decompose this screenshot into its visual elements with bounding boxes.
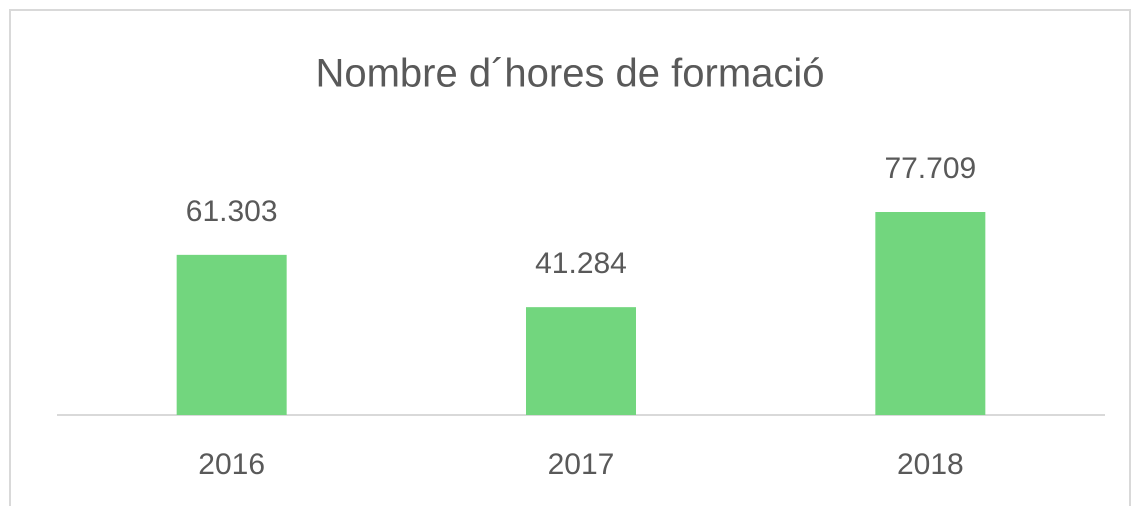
- data-label: 41.284: [535, 247, 627, 280]
- data-label: 77.709: [884, 152, 976, 185]
- x-tick-label: 2016: [198, 448, 265, 481]
- x-tick-label: 2017: [548, 448, 615, 481]
- bar: [526, 307, 636, 415]
- data-label: 61.303: [186, 195, 278, 228]
- bar: [875, 212, 986, 415]
- bar: [176, 254, 287, 415]
- x-tick-label: 2018: [897, 448, 964, 481]
- chart-title: Nombre d´hores de formació: [315, 52, 824, 96]
